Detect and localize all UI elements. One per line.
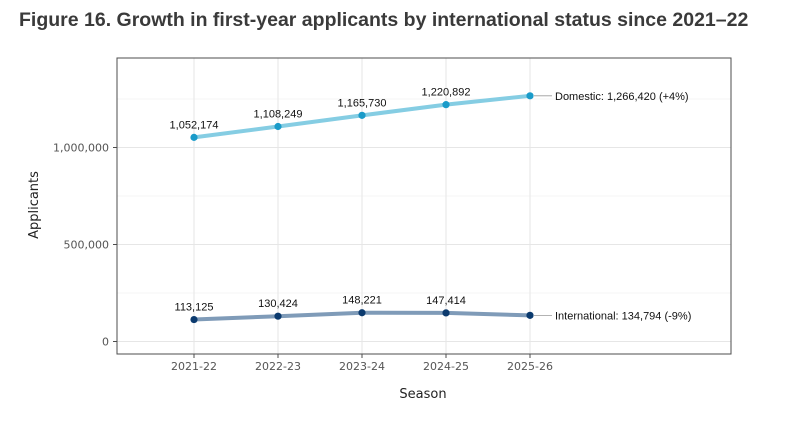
domestic-point	[274, 122, 282, 131]
domestic-point	[442, 101, 450, 109]
domestic-data-label: 1,165,730	[338, 97, 387, 109]
x-tick-label: 2025-26	[507, 360, 553, 373]
domestic-data-label: 1,108,249	[254, 108, 303, 120]
y-axis-title: Applicants	[27, 171, 42, 239]
domestic-data-label: 1,220,892	[422, 87, 471, 99]
y-tick-label: 0	[102, 336, 109, 349]
y-tick-label: 500,000	[64, 239, 110, 252]
x-axis-title: Season	[399, 387, 446, 402]
international-end-label: International: 134,794 (-9%)	[555, 310, 691, 322]
y-tick-label: 1,000,000	[53, 142, 109, 155]
international-point	[274, 312, 282, 320]
x-tick-label: 2023-24	[339, 360, 385, 373]
chart-title: Figure 16. Growth in first-year applican…	[19, 9, 749, 31]
international-point	[358, 309, 366, 317]
x-tick-label: 2021-22	[171, 360, 217, 373]
domestic-point	[526, 92, 534, 100]
international-data-label: 130,424	[258, 298, 298, 310]
domestic-point	[358, 111, 366, 119]
domestic-end-label: Domestic: 1,266,420 (+4%)	[555, 91, 689, 103]
domestic-point	[190, 133, 198, 141]
x-tick-label: 2022-23	[255, 360, 301, 373]
international-point	[442, 309, 450, 317]
international-data-label: 113,125	[175, 302, 214, 314]
international-data-label: 147,414	[426, 295, 466, 307]
international-point	[526, 311, 534, 319]
domestic-data-label: 1,052,174	[170, 119, 219, 131]
x-tick-label: 2024-25	[423, 360, 469, 373]
international-point	[190, 315, 198, 324]
international-data-label: 148,221	[342, 295, 382, 307]
plot-border	[116, 57, 732, 355]
